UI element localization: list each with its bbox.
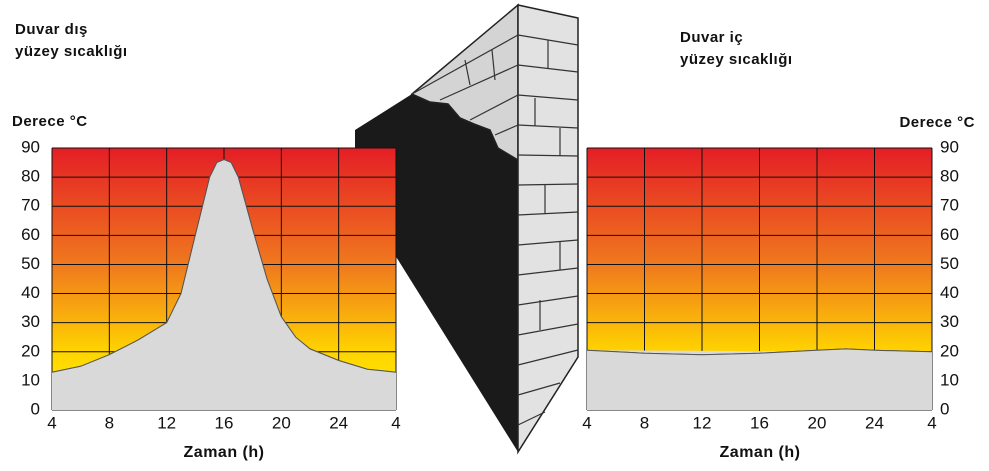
x-tick-label: 24 xyxy=(865,413,884,432)
x-tick-label: 16 xyxy=(215,413,234,432)
title: Duvar iç xyxy=(680,29,743,46)
x-tick-label: 4 xyxy=(927,413,936,432)
y-tick-label: 20 xyxy=(21,341,40,360)
title: yüzey sıcaklığı xyxy=(15,43,128,60)
y-tick-label: 60 xyxy=(940,225,959,244)
y-tick-label: 70 xyxy=(940,196,959,215)
y-tick-label: 60 xyxy=(21,225,40,244)
x-tick-label: 12 xyxy=(157,413,176,432)
y-tick-label: 10 xyxy=(21,370,40,389)
x-axis-label: Zaman (h) xyxy=(184,444,265,461)
chart-panel: Duvar iç yüzey sıcaklığı Derece °C Zaman (h… xyxy=(582,29,975,461)
area xyxy=(587,349,932,410)
x-tick-label: 4 xyxy=(582,413,591,432)
y-tick-label: 0 xyxy=(31,399,40,418)
x-tick-label: 8 xyxy=(105,413,114,432)
y-tick-label: 0 xyxy=(940,399,949,418)
y-tick-label: 80 xyxy=(21,167,40,186)
y-axis-label: Derece °C xyxy=(12,113,88,130)
y-tick-label: 30 xyxy=(21,312,40,331)
y-tick-label: 10 xyxy=(940,370,959,389)
x-tick-label: 12 xyxy=(693,413,712,432)
y-tick-label: 50 xyxy=(21,254,40,273)
x-tick-label: 16 xyxy=(750,413,769,432)
x-tick-label: 8 xyxy=(640,413,649,432)
y-tick-label: 50 xyxy=(940,254,959,273)
y-tick-label: 90 xyxy=(940,137,959,156)
x-axis-label: Zaman (h) xyxy=(720,444,801,461)
x-tick-label: 24 xyxy=(329,413,348,432)
x-tick-label: 20 xyxy=(808,413,827,432)
y-axis-label: Derece °C xyxy=(899,114,975,131)
y-tick-label: 30 xyxy=(940,312,959,331)
diagram: Duvar dış yüzey sıcaklığı Derece °C Zaman (… xyxy=(0,0,989,471)
title: yüzey sıcaklığı xyxy=(680,51,793,68)
title: Duvar dış xyxy=(15,21,88,38)
y-tick-label: 90 xyxy=(21,137,40,156)
x-tick-label: 4 xyxy=(391,413,400,432)
y-tick-label: 70 xyxy=(21,196,40,215)
y-tick-label: 20 xyxy=(940,341,959,360)
y-tick-label: 40 xyxy=(21,283,40,302)
x-tick-label: 20 xyxy=(272,413,291,432)
x-tick-label: 4 xyxy=(47,413,56,432)
y-tick-label: 40 xyxy=(940,283,959,302)
y-tick-label: 80 xyxy=(940,167,959,186)
chart-panel: Duvar dış yüzey sıcaklığı Derece °C Zaman (… xyxy=(12,21,401,461)
